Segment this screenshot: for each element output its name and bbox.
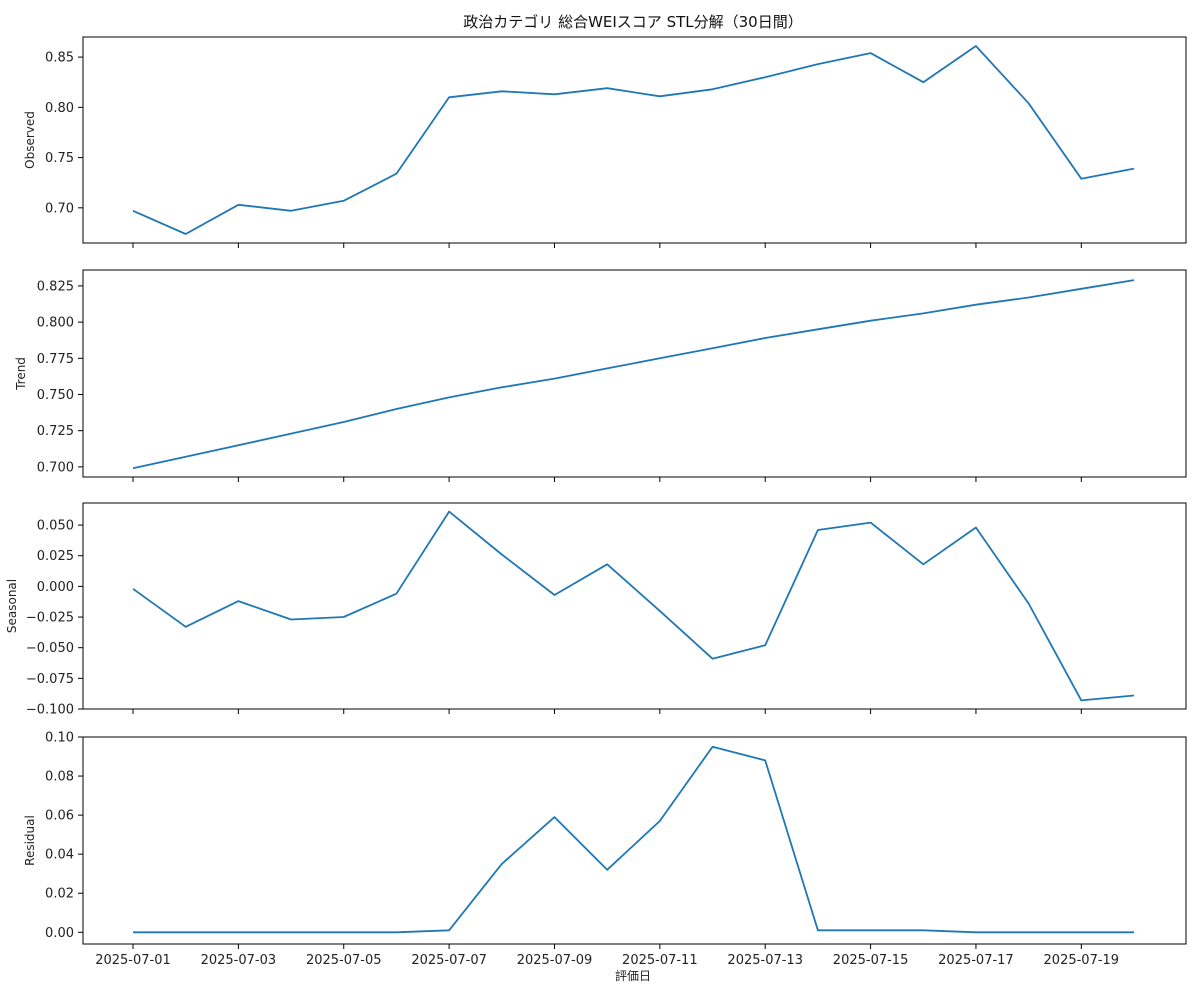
x-tick-label: 2025-07-15: [833, 953, 909, 968]
observed-y-tick-label: 0.85: [45, 51, 74, 66]
residual-y-tick-label: 0.02: [45, 887, 74, 902]
residual-series-line: [133, 745, 1134, 934]
seasonal-y-tick-label: −0.075: [26, 672, 74, 687]
residual-y-tick-label: 0.00: [45, 926, 74, 941]
chart-title: 政治カテゴリ 総合WEIスコア STL分解（30日間）: [463, 13, 802, 31]
trend-y-tick-label: 0.750: [37, 388, 74, 403]
seasonal-y-tick-label: 0.050: [37, 519, 74, 534]
seasonal-axis-label: Seasonal: [5, 579, 19, 633]
residual-y-tick-label: 0.10: [45, 731, 74, 746]
seasonal-y-tick-label: −0.050: [26, 641, 74, 656]
seasonal-plot-frame: [82, 502, 1187, 710]
trend-y-tick-label: 0.800: [37, 316, 74, 331]
seasonal-y-tick-label: −0.025: [26, 611, 74, 626]
trend-y-tick-label: 0.700: [37, 460, 74, 475]
x-tick-label: 2025-07-09: [517, 953, 593, 968]
x-tick-label: 2025-07-05: [306, 953, 382, 968]
observed-y-tick-label: 0.75: [45, 151, 74, 166]
seasonal-y-tick-label: −0.100: [26, 703, 74, 718]
observed-y-tick-label: 0.70: [45, 201, 74, 216]
residual-y-tick-label: 0.06: [45, 809, 74, 824]
x-tick-label: 2025-07-13: [727, 953, 803, 968]
residual-axis-label: Residual: [23, 815, 37, 866]
trend-y-tick-label: 0.775: [37, 352, 74, 367]
x-tick-label: 2025-07-19: [1044, 953, 1120, 968]
seasonal-series-line: [132, 510, 1135, 702]
chart-panels: 0.700.750.800.85Observed0.7000.7250.7500…: [5, 36, 1187, 968]
seasonal-panel: −0.100 −0.075 −0.050 −0.025 0.000 0.025 0.050 S…: [5, 502, 1187, 718]
observed-series-line: [132, 45, 1135, 235]
observed-plot-frame: [82, 36, 1187, 244]
residual-y-tick-label: 0.04: [45, 848, 74, 863]
trend-series-line: [132, 279, 1135, 470]
trend-panel: 0.700 0.725 0.750 0.775 0.800 0.825 Trend: [14, 269, 1187, 482]
x-tick-label: 2025-07-01: [95, 953, 171, 968]
observed-panel: 0.70 0.75 0.80 0.85 Observed: [23, 36, 1187, 248]
trend-axis-label: Trend: [14, 357, 28, 391]
trend-y-tick-label: 0.725: [37, 424, 74, 439]
observed-axis-label: Observed: [23, 111, 37, 169]
x-tick-label: 2025-07-07: [411, 953, 487, 968]
x-tick-label: 2025-07-11: [622, 953, 698, 968]
residual-plot-frame: [82, 736, 1187, 945]
x-tick-label: 2025-07-03: [201, 953, 277, 968]
residual-panel: 0.00 0.02 0.04 0.06 0.08 0.10 Residual 2025-07-…: [23, 731, 1187, 968]
seasonal-y-tick-label: 0.025: [37, 549, 74, 564]
x-axis-label: 評価日: [615, 968, 651, 983]
observed-y-tick-label: 0.80: [45, 101, 74, 116]
residual-y-tick-label: 0.08: [45, 770, 74, 785]
seasonal-y-tick-label: 0.000: [37, 580, 74, 595]
trend-y-tick-label: 0.825: [37, 279, 74, 294]
trend-plot-frame: [82, 269, 1187, 478]
x-tick-label: 2025-07-17: [938, 953, 1014, 968]
